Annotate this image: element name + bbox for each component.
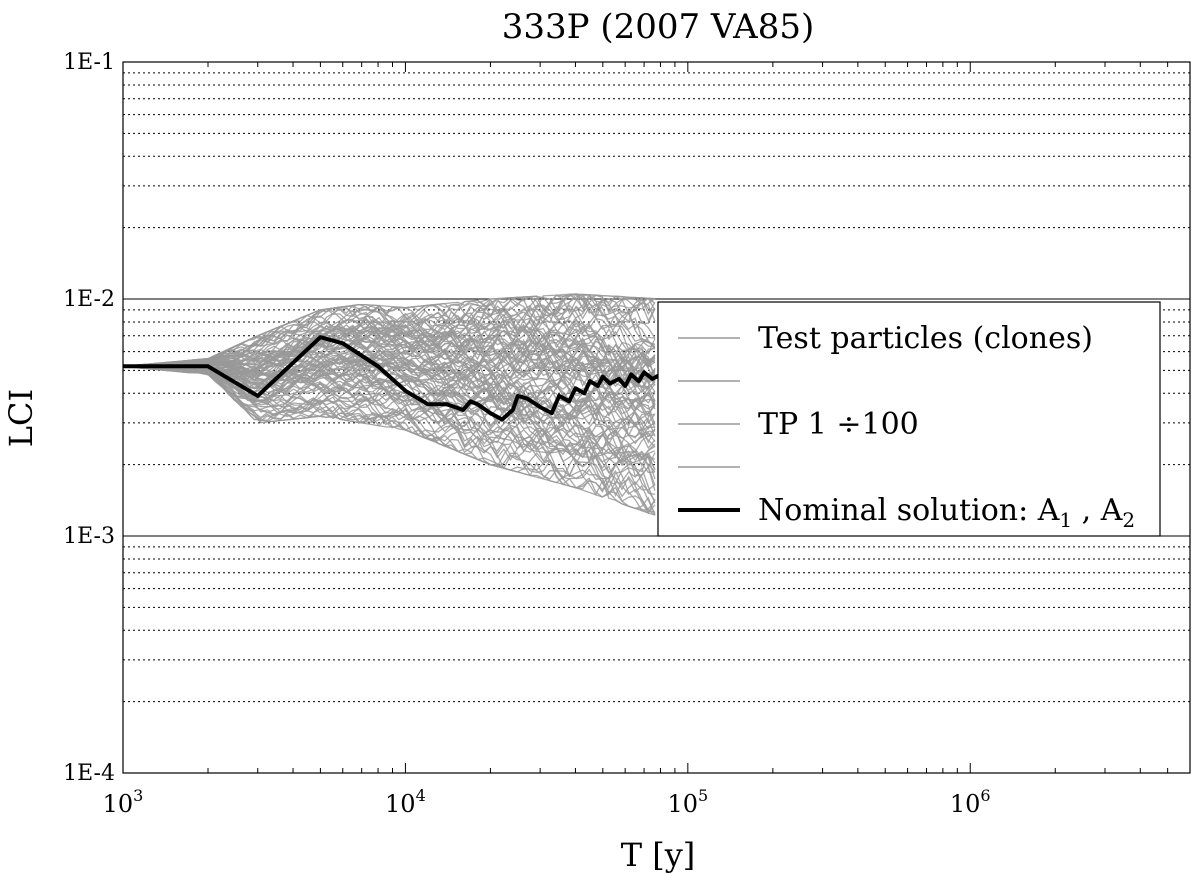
x-tick-label: 103 bbox=[103, 786, 144, 818]
x-tick-label: 106 bbox=[950, 786, 991, 818]
y-tick-label: 1E-2 bbox=[63, 287, 115, 312]
clone-line bbox=[122, 365, 656, 498]
y-tick-label: 1E-3 bbox=[63, 524, 115, 549]
clone-line bbox=[122, 293, 656, 367]
legend-label: Nominal solution: A1 , A2 bbox=[758, 493, 1135, 532]
y-axis-label: LCI bbox=[2, 389, 40, 447]
clone-line bbox=[122, 294, 655, 367]
clone-lines bbox=[122, 293, 656, 516]
legend-box bbox=[657, 301, 1161, 537]
x-axis-label: T [y] bbox=[621, 836, 696, 874]
plot-frame bbox=[122, 61, 1191, 774]
clone-line bbox=[122, 327, 656, 380]
clone-line bbox=[122, 323, 656, 381]
nominal-layer bbox=[123, 335, 662, 422]
y-tick-label: 1E-1 bbox=[63, 50, 115, 75]
x-tick-label: 105 bbox=[667, 786, 708, 818]
legend-label: TP 1 ÷100 bbox=[758, 407, 919, 442]
y-tick-label: 1E-4 bbox=[63, 761, 115, 786]
clone-line bbox=[122, 365, 655, 474]
nominal-solution-line bbox=[123, 335, 662, 422]
x-tick-label: 104 bbox=[385, 786, 426, 818]
legend-label: Test particles (clones) bbox=[758, 321, 1093, 356]
clone-line bbox=[122, 365, 656, 515]
chart-title: 333P (2007 VA85) bbox=[502, 7, 815, 47]
legend: Test particles (clones) TP 1 ÷100 Nominal … bbox=[657, 301, 1161, 537]
clone-line bbox=[122, 345, 656, 394]
clone-line bbox=[122, 329, 656, 393]
